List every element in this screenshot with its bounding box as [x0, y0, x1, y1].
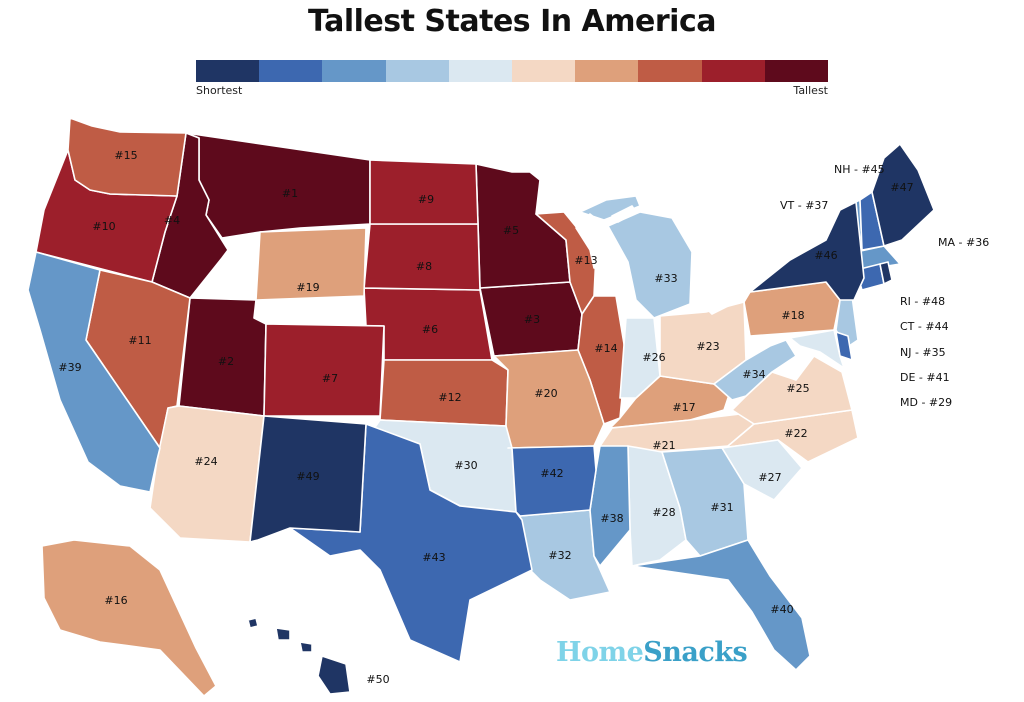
legend-swatch-2: [259, 60, 323, 82]
state-label-tn: #21: [652, 439, 675, 452]
state-label-hi: #50: [366, 673, 389, 686]
color-legend: [196, 60, 829, 82]
legend-swatch-6: [512, 60, 576, 82]
state-label-oh: #23: [696, 340, 719, 353]
state-nm: [249, 415, 367, 543]
state-label-co: #7: [322, 372, 338, 385]
state-label-tx: #43: [422, 551, 445, 564]
state-label-nv: #11: [128, 334, 151, 347]
callout-label-ma: MA - #36: [938, 236, 989, 249]
state-me: [871, 143, 935, 247]
callout-label-ct: CT - #44: [900, 320, 949, 333]
state-label-or: #10: [92, 220, 115, 233]
state-wv: [713, 339, 797, 401]
state-nd: [369, 159, 479, 225]
state-label-al: #28: [652, 506, 675, 519]
state-label-sd: #8: [416, 260, 432, 273]
legend-swatch-1: [196, 60, 260, 82]
state-label-wv: #34: [742, 368, 765, 381]
homesnacks-logo: HomeSnacks: [556, 637, 748, 668]
state-mt: [185, 132, 371, 239]
state-label-ut: #2: [218, 355, 234, 368]
legend-swatch-8: [638, 60, 702, 82]
state-md: [789, 329, 845, 369]
map-title: Tallest States In America: [308, 4, 716, 39]
state-sd: [363, 223, 481, 291]
callout-label-md: MD - #29: [900, 396, 952, 409]
state-de: [835, 331, 853, 361]
callout-label-nj: NJ - #35: [900, 346, 946, 359]
state-label-ne: #6: [422, 323, 438, 336]
state-label-nm: #49: [296, 470, 319, 483]
state-label-ks: #12: [438, 391, 461, 404]
state-label-sc: #27: [758, 471, 781, 484]
state-mi: [579, 195, 693, 319]
legend-swatch-4: [385, 60, 449, 82]
state-wy: [255, 227, 367, 301]
lake-shape-2: [703, 295, 741, 315]
state-label-mi: #33: [654, 272, 677, 285]
state-label-fl: #40: [770, 603, 793, 616]
state-label-mn: #5: [503, 224, 519, 237]
state-label-ny: #46: [814, 249, 837, 262]
state-label-ky: #17: [672, 401, 695, 414]
state-fl: [631, 539, 811, 671]
state-label-nd: #9: [418, 193, 434, 206]
callout-label-de: DE - #41: [900, 371, 950, 384]
state-in: [619, 317, 661, 399]
state-label-nc: #22: [784, 427, 807, 440]
state-label-ok: #30: [454, 459, 477, 472]
state-az: [149, 405, 265, 543]
legend-swatch-9: [701, 60, 765, 82]
legend-low-label: Shortest: [196, 84, 243, 97]
state-label-mo: #20: [534, 387, 557, 400]
state-co: [263, 323, 385, 417]
state-label-il: #14: [594, 342, 617, 355]
state-label-mt: #1: [282, 187, 298, 200]
state-ri: [879, 261, 893, 285]
legend-swatch-5: [448, 60, 513, 82]
state-label-wa: #15: [114, 149, 137, 162]
state-label-ms: #38: [600, 512, 623, 525]
legend-high-label: Tallest: [793, 84, 828, 97]
state-label-ar: #42: [540, 467, 563, 480]
lake-shape-3: [611, 205, 637, 223]
state-wa: [67, 117, 187, 197]
callout-label-nh: NH - #45: [834, 163, 885, 176]
callout-label-vt: VT - #37: [780, 199, 828, 212]
state-ms: [589, 445, 631, 567]
state-ca: [27, 251, 161, 493]
state-label-ga: #31: [710, 501, 733, 514]
callout-label-ri: RI - #48: [900, 295, 945, 308]
state-label-id: #4: [164, 214, 180, 227]
state-ny: [749, 201, 865, 301]
state-hi: [247, 617, 351, 695]
state-label-in: #26: [642, 351, 665, 364]
lake-shape-1: [575, 213, 601, 269]
legend-swatch-3: [322, 60, 386, 82]
state-label-va: #25: [786, 382, 809, 395]
legend-swatch-7: [575, 60, 639, 82]
state-label-ia: #3: [524, 313, 540, 326]
state-label-az: #24: [194, 455, 217, 468]
state-label-wi: #13: [574, 254, 597, 267]
state-label-ca: #39: [58, 361, 81, 374]
state-label-la: #32: [548, 549, 571, 562]
state-label-wy: #19: [296, 281, 319, 294]
state-ak: [41, 539, 217, 697]
state-label-ak: #16: [104, 594, 127, 607]
state-label-me: #47: [890, 181, 913, 194]
state-tx: [289, 423, 533, 663]
state-ar: [507, 445, 597, 517]
state-label-pa: #18: [781, 309, 804, 322]
legend-swatch-10: [764, 60, 829, 82]
